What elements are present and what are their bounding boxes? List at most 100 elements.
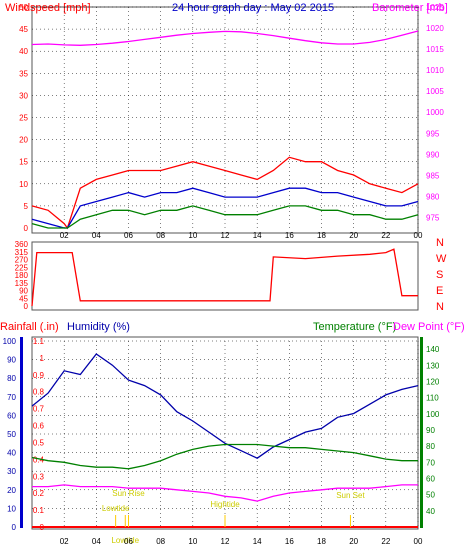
compass-label: S: [436, 269, 443, 281]
compass-label: E: [436, 285, 443, 297]
direction-tick-label: 90: [19, 287, 28, 296]
rainfall-tick-label: 1: [40, 354, 45, 363]
temp-x-tick-label: 10: [188, 537, 197, 546]
rainfall-tick-label: 1.1: [33, 337, 45, 346]
dewpoint-axis-label: Dew Point (°F): [393, 321, 465, 333]
temperature-axis-bar: [420, 337, 423, 528]
wind-x-tick-label: 22: [381, 231, 390, 240]
annotation-label: Hightide: [210, 500, 240, 509]
temp-x-tick-label: 22: [381, 537, 390, 546]
graph-title: 24 hour graph day : May 02 2015: [172, 2, 334, 14]
humidity-tick-label: 90: [7, 356, 16, 365]
temperature-tick-label: 40: [426, 507, 435, 516]
direction-series-line: [31, 248, 418, 307]
windspeed-tick-label: 50: [19, 3, 28, 12]
barometer-tick-label: 980: [426, 192, 440, 201]
wind-series-line: [31, 205, 419, 229]
barometer-tick-label: 1010: [426, 66, 444, 75]
temp-x-tick-label: 14: [253, 537, 262, 546]
wind-x-tick-label: 16: [285, 231, 294, 240]
temp-x-tick-label: 12: [221, 537, 230, 546]
humidity-tick-label: 30: [7, 467, 16, 476]
barometer-tick-label: 985: [426, 171, 440, 180]
rainfall-tick-label: 0.1: [33, 506, 45, 515]
weather-series-line: [31, 353, 419, 459]
annotation-label: Sun Set: [336, 491, 365, 500]
wind-x-tick-label: 20: [349, 231, 358, 240]
humidity-tick-label: 20: [7, 486, 16, 495]
temp-x-tick-label: 02: [60, 537, 69, 546]
windspeed-tick-label: 15: [19, 158, 28, 167]
humidity-tick-label: 70: [7, 393, 16, 402]
temperature-tick-label: 130: [426, 361, 440, 370]
temperature-tick-label: 60: [426, 474, 435, 483]
wind-x-tick-label: 14: [253, 231, 262, 240]
windspeed-tick-label: 35: [19, 69, 28, 78]
temp-x-tick-label: 00: [414, 537, 423, 546]
wind-x-tick-label: 04: [92, 231, 101, 240]
rainfall-tick-label: 0.3: [33, 472, 45, 481]
humidity-tick-label: 100: [3, 337, 17, 346]
barometer-tick-label: 990: [426, 150, 440, 159]
temp-x-tick-label: 06: [124, 537, 133, 546]
humidity-axis-bar: [20, 337, 23, 528]
rainfall-tick-label: 0.6: [33, 422, 45, 431]
windspeed-tick-label: 30: [19, 91, 28, 100]
temperature-panel: Rainfall (.in) Humidity (%) Temperature …: [0, 321, 465, 546]
annotation-label: Sun Rise: [112, 489, 145, 498]
barometer-tick-label: 1025: [426, 3, 444, 12]
annotation-label: Lowtide: [111, 536, 139, 545]
temp-x-tick-label: 04: [92, 537, 101, 546]
temperature-tick-label: 70: [426, 458, 435, 467]
wind-series-line: [31, 187, 419, 229]
compass-label: N: [436, 301, 444, 313]
windspeed-tick-label: 25: [19, 114, 28, 123]
direction-panel-frame: [31, 241, 419, 311]
humidity-tick-label: 60: [7, 411, 16, 420]
temp-x-tick-label: 20: [349, 537, 358, 546]
temperature-axis-label: Temperature (°F): [313, 321, 396, 333]
humidity-axis-label: Humidity (%): [67, 321, 130, 333]
windspeed-tick-label: 45: [19, 25, 28, 34]
direction-tick-label: 225: [15, 263, 29, 272]
windspeed-tick-label: 20: [19, 136, 28, 145]
wind-x-tick-label: 08: [156, 231, 165, 240]
barometer-tick-label: 995: [426, 129, 440, 138]
rainfall-axis-label: Rainfall (.in): [0, 321, 59, 333]
rainfall-tick-label: 0.9: [33, 371, 45, 380]
wind-series-line: [31, 30, 419, 46]
windspeed-tick-label: 40: [19, 47, 28, 56]
temperature-tick-label: 120: [426, 377, 440, 386]
rainfall-tick-label: 0.4: [33, 455, 45, 464]
temperature-tick-label: 50: [426, 491, 435, 500]
humidity-tick-label: 0: [12, 523, 17, 532]
humidity-tick-label: 80: [7, 374, 16, 383]
annotation-label: Lowtide: [102, 504, 130, 513]
temp-x-tick-label: 08: [156, 537, 165, 546]
windspeed-tick-label: 5: [24, 202, 29, 211]
barometer-axis-label: Barometer [mb]: [372, 2, 448, 14]
barometer-tick-label: 1005: [426, 87, 444, 96]
windspeed-axis-label: Windspeed [mph]: [5, 2, 91, 14]
temp-x-tick-label: 18: [317, 537, 326, 546]
barometer-tick-label: 1020: [426, 24, 444, 33]
humidity-tick-label: 40: [7, 449, 16, 458]
temperature-tick-label: 80: [426, 442, 435, 451]
temperature-tick-label: 90: [426, 426, 435, 435]
compass-label: N: [436, 237, 444, 249]
temp-x-tick-label: 16: [285, 537, 294, 546]
wind-x-tick-label: 10: [188, 231, 197, 240]
barometer-tick-label: 975: [426, 213, 440, 222]
temperature-tick-label: 110: [426, 394, 439, 403]
windspeed-tick-label: 10: [19, 180, 28, 189]
weather-series-line: [32, 484, 418, 502]
wind-panel: Windspeed [mph] 24 hour graph day : May …: [5, 2, 448, 240]
rainfall-tick-label: 0.5: [33, 438, 45, 447]
direction-tick-label: 135: [15, 279, 29, 288]
direction-tick-label: 0: [24, 302, 29, 311]
direction-tick-label: 45: [19, 294, 28, 303]
humidity-tick-label: 10: [7, 504, 16, 513]
compass-label: W: [436, 253, 447, 265]
